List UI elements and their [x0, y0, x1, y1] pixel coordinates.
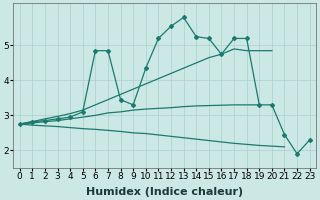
X-axis label: Humidex (Indice chaleur): Humidex (Indice chaleur) — [86, 187, 243, 197]
